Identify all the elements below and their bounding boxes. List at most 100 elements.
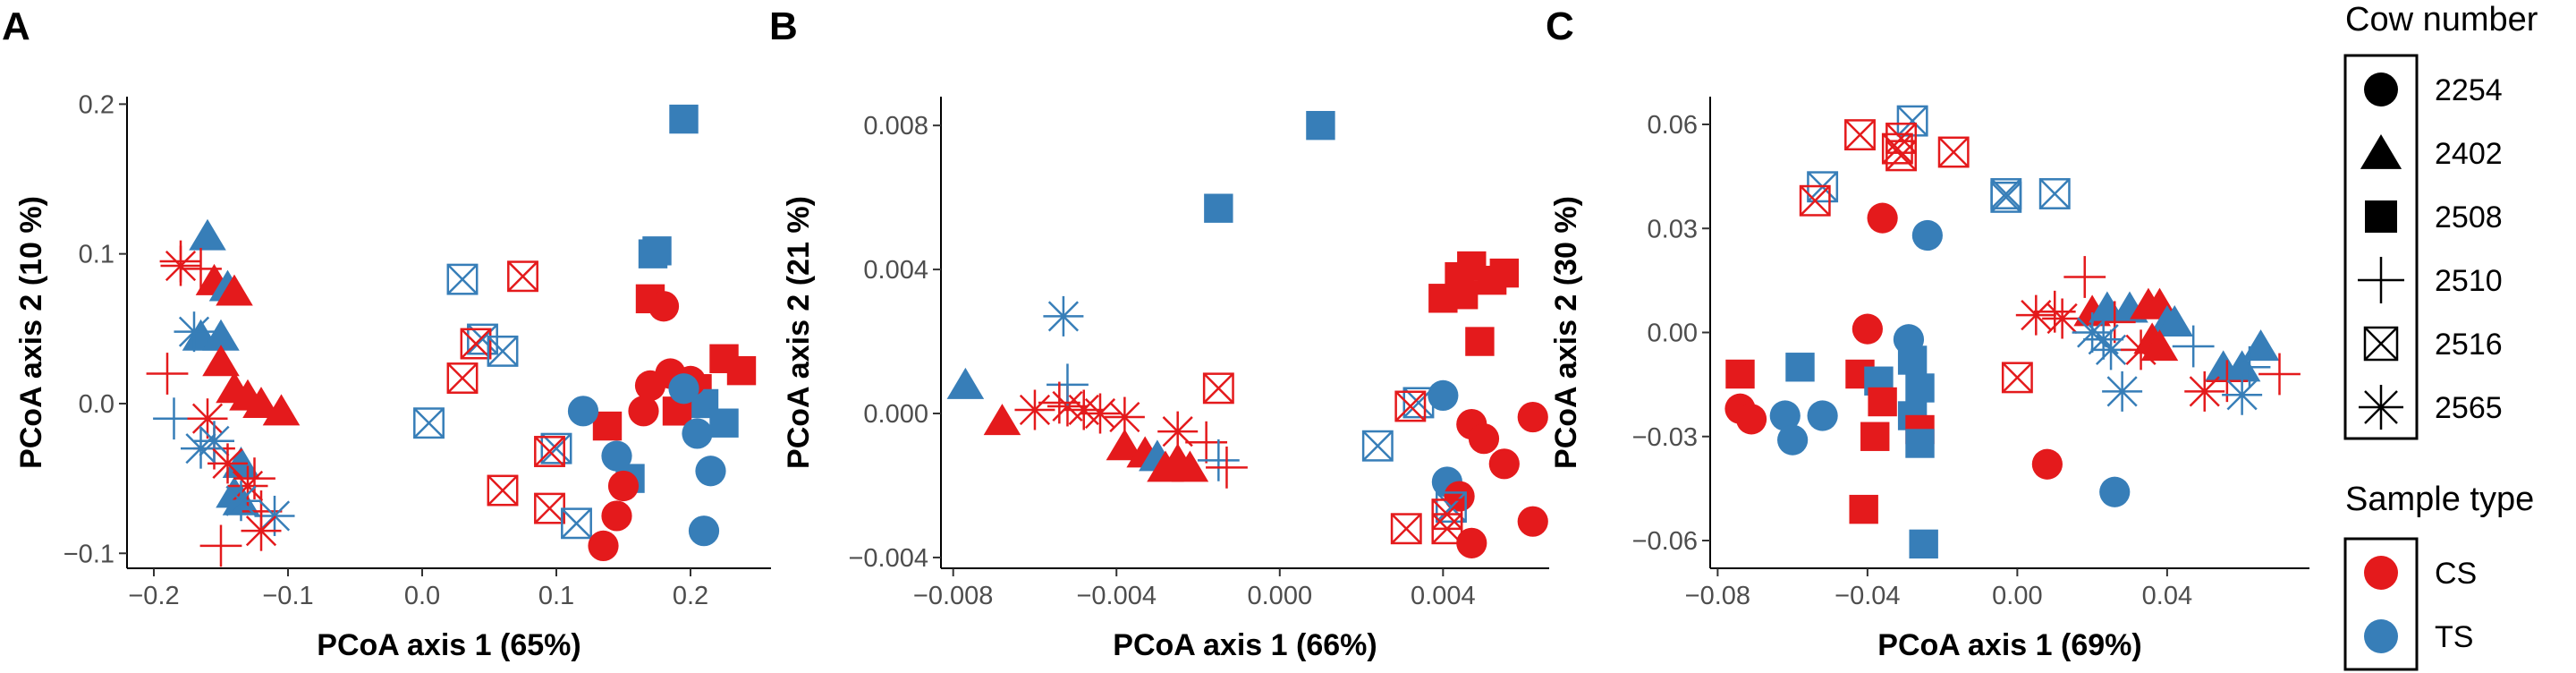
point-2402-cs [242, 387, 280, 419]
point-2508-cs [1465, 327, 1495, 356]
point-2516-ts [540, 432, 572, 464]
point-2565-cs [2042, 298, 2083, 339]
x-tick-label-a: 0.0 [404, 582, 440, 610]
point-2402-cs [216, 274, 253, 306]
point-2565-cs [227, 465, 268, 507]
point-2254-ts [1769, 400, 1801, 431]
point-2516-cs [1390, 513, 1422, 545]
legend-key-2565 [2359, 385, 2403, 430]
x-tick-label-c: −0.08 [1685, 582, 1750, 610]
legend-label-2510: 2510 [2435, 264, 2503, 298]
point-2508-cs [726, 355, 757, 386]
point-2508-cs [1448, 280, 1479, 310]
point-2254-cs [1735, 404, 1767, 435]
point-2402-ts [2156, 304, 2194, 336]
point-2508-ts [1905, 373, 1935, 403]
panel-c: C −0.08 −0.04 0.00 0.04 −0.06 −0.03 0.00 0.03 0.0… [1546, 4, 2309, 662]
point-2510-ts [2228, 345, 2271, 388]
legend-key-2508 [2365, 200, 2397, 233]
point-2565-ts [1043, 295, 1084, 336]
x-tick-label-c: −0.04 [1835, 582, 1900, 610]
point-2565-cs [1104, 396, 1145, 438]
point-2516-ts [1990, 181, 2022, 213]
point-2510-cs [199, 524, 242, 567]
point-2508-ts [638, 239, 668, 268]
x-tick-label-c: 0.00 [1992, 582, 2042, 610]
x-tick-label-a: 0.1 [538, 582, 574, 610]
point-2254-ts [1807, 400, 1838, 431]
x-tick-label-a: −0.2 [128, 582, 179, 610]
y-tick-label-c: −0.06 [1632, 527, 1698, 556]
point-2508-ts [709, 408, 739, 438]
point-2402-cs [2140, 329, 2179, 362]
point-2254-cs [601, 500, 632, 532]
legend-label-2508: 2508 [2435, 200, 2503, 234]
point-2565-cs [1014, 389, 1055, 430]
point-2510-cs [2063, 256, 2106, 298]
point-2254-cs [607, 470, 640, 502]
point-2516-cs [460, 328, 492, 360]
point-2402-ts [222, 446, 260, 478]
point-2254-ts [668, 373, 699, 405]
point-2508-cs [1868, 387, 1897, 417]
point-2516-cs [1844, 119, 1876, 151]
point-2254-ts [688, 515, 720, 547]
panel-letter-a: A [2, 4, 30, 48]
point-2254-cs [1852, 313, 1883, 345]
y-tick-label-c: −0.03 [1632, 423, 1698, 452]
y-tick-label-c: 0.00 [1648, 319, 1698, 348]
point-2254-cs [1488, 448, 1520, 480]
point-2516-cs [1431, 513, 1463, 545]
y-axis-title-c: PCoA axis 2 (30 %) [1549, 196, 1583, 469]
point-2254-ts [567, 396, 599, 427]
point-2254-ts [682, 418, 713, 449]
legend-label-cs: CS [2435, 557, 2477, 591]
point-2254-ts [601, 440, 632, 472]
x-tick-label-a: 0.2 [673, 582, 708, 610]
point-2565-ts [2222, 374, 2263, 415]
point-2510-cs [1185, 421, 1228, 464]
y-tick-label-b: −0.004 [848, 544, 928, 573]
point-2254-cs [588, 530, 619, 562]
legend-key-ts [2364, 619, 2398, 653]
y-tick-label-a: −0.1 [64, 540, 114, 568]
point-2510-cs [180, 247, 222, 290]
point-2254-cs [628, 396, 659, 427]
legend-key-2254 [2364, 72, 2398, 106]
point-2565-cs [187, 398, 228, 439]
y-tick-label-c: 0.03 [1648, 215, 1698, 243]
point-2254-cs [1444, 481, 1475, 512]
point-2516-ts [1361, 430, 1394, 462]
point-2254-cs [2031, 448, 2063, 480]
point-2516-cs [1394, 390, 1427, 422]
cow-legend-title: Cow number [2345, 1, 2538, 38]
x-axis-title-a: PCoA axis 1 (65%) [317, 628, 580, 662]
legend: Cow number 2254 2402 2508 2510 2516 2565 Samp… [2343, 1, 2538, 671]
panel-letter-c: C [1546, 4, 1574, 48]
point-2508-cs [1477, 265, 1507, 295]
legend-key-cs [2364, 556, 2398, 590]
legend-label-ts: TS [2435, 620, 2473, 654]
point-2508-ts [1905, 429, 1935, 458]
x-axis-title-b: PCoA axis 1 (66%) [1113, 628, 1377, 662]
point-2402-ts [946, 367, 985, 399]
points-a [146, 104, 757, 567]
panel-a: A −0.2 −0.1 0.0 0.1 0.2 −0.1 0.0 0.1 0.2 PCoA axis… [2, 4, 771, 662]
point-2508-cs [592, 411, 623, 441]
sample-legend-title: Sample type [2345, 481, 2534, 518]
point-2510-cs [2258, 353, 2301, 396]
point-2402-ts [2223, 350, 2261, 382]
point-2516-cs [1937, 136, 1970, 168]
point-2508-ts [1909, 529, 1938, 559]
point-2508-cs [1725, 359, 1755, 389]
point-2565-cs [2015, 294, 2056, 336]
point-2254-cs [1456, 527, 1487, 558]
x-tick-label-b: 0.004 [1411, 582, 1476, 610]
point-2516-cs [534, 492, 565, 524]
x-axis-title-c: PCoA axis 1 (69%) [1877, 628, 2141, 662]
point-2402-cs [983, 404, 1021, 436]
point-2565-cs [2184, 371, 2225, 412]
point-2508-ts [1204, 193, 1233, 223]
y-tick-label-b: 0.008 [863, 112, 928, 141]
